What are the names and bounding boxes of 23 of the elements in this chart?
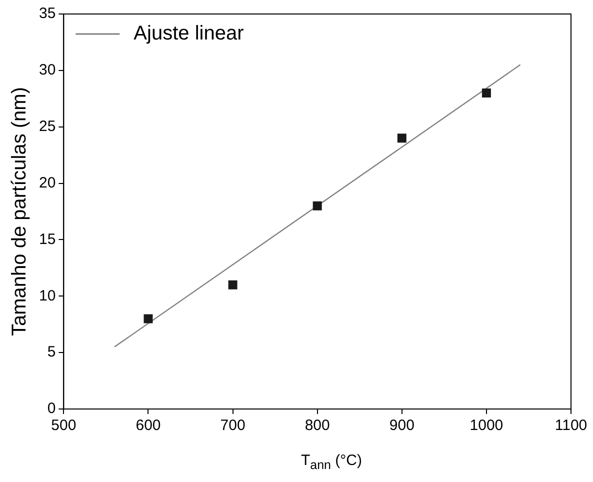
x-axis-title: T$_{ann}$ (°C)	[300, 452, 364, 472]
y-tick-label: 15	[38, 230, 56, 248]
y-tick-label: 5	[47, 344, 56, 361]
x-tick-label: 700	[220, 417, 246, 434]
x-tick-label: 900	[389, 417, 414, 434]
y-tick-label: 25	[38, 118, 56, 135]
x-tick-label: 800	[304, 417, 330, 434]
y-tick-label: 0	[47, 400, 56, 418]
point	[228, 280, 238, 290]
point	[312, 201, 322, 210]
x-tick-label: 1000	[470, 417, 504, 434]
point	[144, 314, 153, 324]
y-tick-label: 35	[38, 5, 56, 22]
y-tick-label: 20	[38, 174, 56, 192]
legend-label: Ajuste linear	[134, 22, 244, 45]
y-axis-title: Tamanho de partículas (nm)	[8, 86, 31, 336]
y-tick-label: 10	[38, 287, 56, 304]
x-tick-label: 1100	[554, 417, 588, 434]
point	[482, 88, 491, 98]
y-tick-label: 30	[38, 62, 56, 79]
x-tick-label: 500	[51, 417, 76, 434]
point	[397, 134, 406, 143]
x-tick-label: 600	[136, 417, 161, 434]
